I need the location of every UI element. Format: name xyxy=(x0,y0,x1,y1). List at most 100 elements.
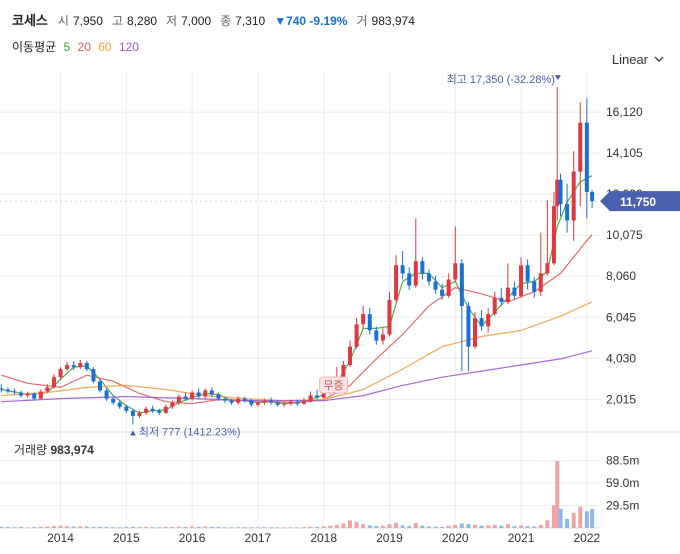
volume-bar xyxy=(453,524,458,528)
volume-bar xyxy=(117,527,122,529)
volume-bar xyxy=(157,527,162,529)
volume-bar xyxy=(19,527,24,529)
candle-body xyxy=(137,412,142,416)
candle-body xyxy=(203,390,208,397)
low-label: 저 xyxy=(166,14,178,28)
volume-bar xyxy=(565,518,570,528)
volume-bar xyxy=(400,525,405,528)
volume-bar xyxy=(295,527,300,529)
candle-body xyxy=(321,393,326,398)
volume-bar xyxy=(104,527,109,529)
candle-body xyxy=(209,390,214,395)
volume-bar xyxy=(71,526,76,528)
candle-body xyxy=(446,279,451,296)
candle-body xyxy=(525,265,530,282)
time-tick-label: 2018 xyxy=(310,531,337,545)
time-tick-label: 2014 xyxy=(47,531,74,545)
volume-bar xyxy=(308,526,313,528)
candle-body xyxy=(407,273,412,286)
candle-body xyxy=(144,408,149,413)
volume-bar xyxy=(459,523,464,528)
candle-body xyxy=(354,324,359,347)
candle-body xyxy=(590,191,595,202)
candle-body xyxy=(71,365,76,368)
candle-body xyxy=(176,396,181,403)
volume-bar xyxy=(512,526,517,528)
candle-body xyxy=(555,179,560,207)
stock-name: 코세스 xyxy=(12,13,48,28)
candle-body xyxy=(58,369,63,378)
volume-bar xyxy=(315,526,320,528)
candle-body xyxy=(295,401,300,404)
candle-body xyxy=(45,387,50,392)
volume-bar xyxy=(479,525,484,528)
price-tick-label: 10,075 xyxy=(606,228,643,242)
candle-body xyxy=(315,395,320,398)
volume-bar xyxy=(5,527,10,529)
time-tick-label: 2020 xyxy=(442,531,469,545)
candle-body xyxy=(0,388,4,390)
candle-body xyxy=(341,365,346,378)
volume-bar xyxy=(525,526,530,528)
quote-summary: 코세스 시 7,950 고 8,280 저 7,000 종 7,310 ▼740… xyxy=(12,10,420,28)
candle-body xyxy=(269,400,274,403)
price-tick-label: 4,030 xyxy=(606,351,636,365)
open-value: 7,950 xyxy=(72,14,103,28)
candle-body xyxy=(111,398,116,403)
candle-body xyxy=(473,318,477,347)
volume-bar xyxy=(354,521,359,528)
ma-120-label[interactable]: 120 xyxy=(118,40,139,54)
volume-bar xyxy=(0,526,4,528)
volume-bar xyxy=(446,525,451,528)
ma-20-label[interactable]: 20 xyxy=(77,40,91,54)
volume-bar xyxy=(367,525,372,528)
candle-body xyxy=(170,402,175,407)
candle-body xyxy=(275,402,280,405)
candle-body xyxy=(104,390,109,399)
volume-label: 거 xyxy=(356,14,368,28)
candle-body xyxy=(348,346,352,366)
volume-bar xyxy=(321,526,326,528)
candle-body xyxy=(505,287,510,302)
candle-body xyxy=(242,398,247,401)
close-value: 7,310 xyxy=(235,14,266,28)
candle-body xyxy=(479,318,484,327)
volume-bar xyxy=(334,524,339,528)
price-tick-label: 8,060 xyxy=(606,269,636,283)
candle-body xyxy=(440,289,445,296)
volume-bar xyxy=(111,527,116,529)
candle-body xyxy=(551,206,556,264)
candle-body xyxy=(538,273,543,292)
volume-bar xyxy=(25,527,30,529)
volume-bar xyxy=(183,526,188,528)
candle-body xyxy=(124,406,129,411)
candle-body xyxy=(196,392,201,397)
candle-body xyxy=(492,297,497,315)
volume-bar xyxy=(170,526,175,528)
volume-bar xyxy=(407,526,412,528)
candle-body xyxy=(367,314,372,331)
event-badge[interactable] xyxy=(319,376,349,394)
volume-bar xyxy=(196,526,201,528)
volume-bar xyxy=(348,520,352,528)
volume-bar xyxy=(532,526,537,528)
candle-body xyxy=(78,362,83,368)
candle-body xyxy=(400,265,405,274)
scale-dropdown[interactable]: Linear xyxy=(612,52,664,67)
candle-body xyxy=(150,408,155,411)
candle-body xyxy=(466,305,471,347)
ma-5-label[interactable]: 5 xyxy=(63,40,71,54)
volume-bar xyxy=(176,526,181,528)
scale-dropdown-label: Linear xyxy=(611,52,648,67)
volume-bar xyxy=(555,460,560,528)
candle-body xyxy=(223,398,227,401)
current-price-tag xyxy=(600,191,680,212)
candle-body xyxy=(413,261,418,286)
candle-body xyxy=(32,393,37,399)
candle-body xyxy=(394,265,399,300)
ma-60-label[interactable]: 60 xyxy=(98,40,112,54)
candle-body xyxy=(262,400,267,403)
volume-bar xyxy=(374,526,379,528)
candle-body xyxy=(65,365,70,370)
